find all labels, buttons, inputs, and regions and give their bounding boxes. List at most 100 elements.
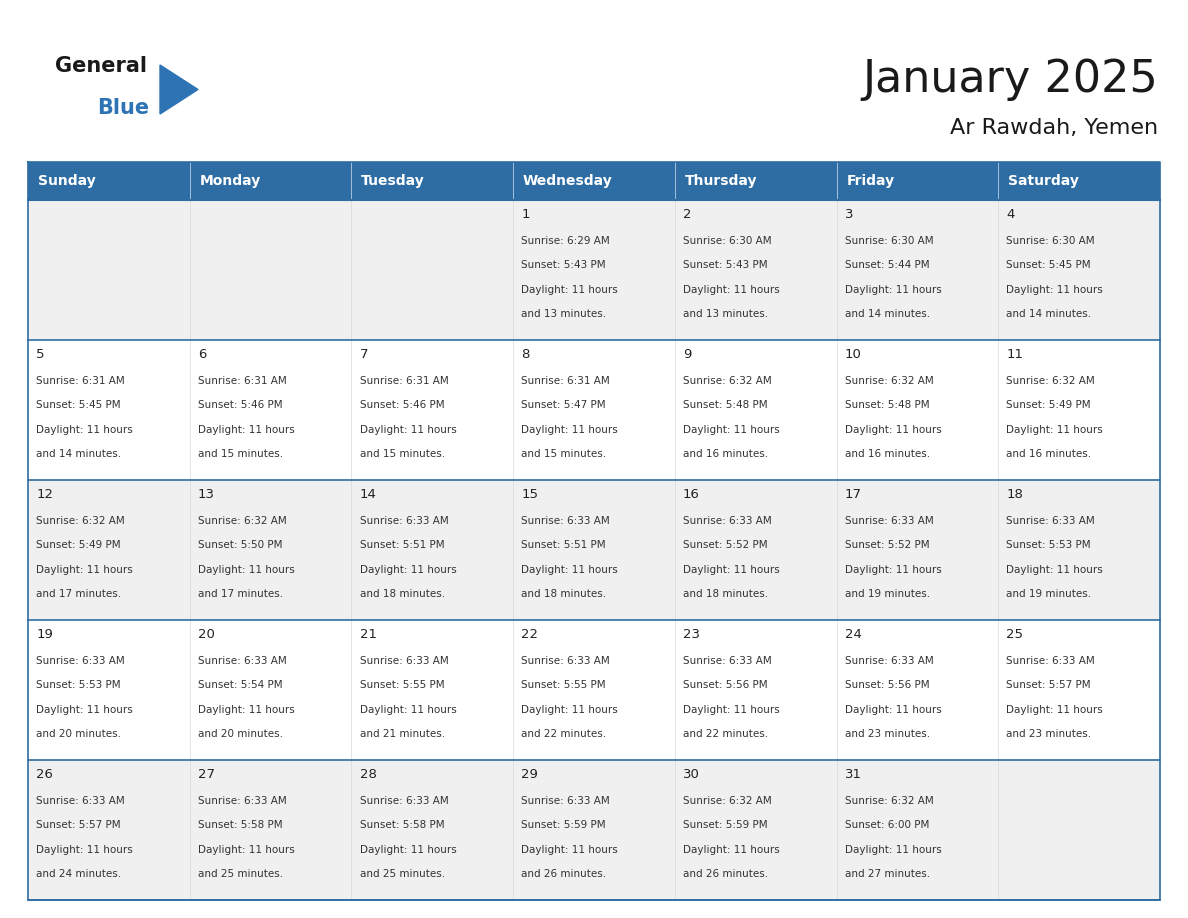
Text: Sunset: 5:55 PM: Sunset: 5:55 PM	[522, 680, 606, 690]
Text: and 15 minutes.: and 15 minutes.	[197, 449, 283, 459]
Text: and 25 minutes.: and 25 minutes.	[360, 869, 444, 879]
Text: 7: 7	[360, 349, 368, 362]
Text: Sunset: 5:43 PM: Sunset: 5:43 PM	[683, 260, 767, 270]
Text: 12: 12	[36, 488, 53, 501]
Text: and 16 minutes.: and 16 minutes.	[845, 449, 930, 459]
Text: Daylight: 11 hours: Daylight: 11 hours	[522, 845, 618, 855]
Bar	[998, 200, 1159, 340]
Text: Sunset: 5:49 PM: Sunset: 5:49 PM	[36, 540, 121, 550]
Text: Sunset: 6:00 PM: Sunset: 6:00 PM	[845, 820, 929, 830]
Bar	[29, 760, 190, 900]
Text: Sunset: 5:56 PM: Sunset: 5:56 PM	[683, 680, 767, 690]
Bar	[29, 620, 190, 760]
Text: Sunrise: 6:33 AM: Sunrise: 6:33 AM	[360, 516, 448, 526]
Bar	[675, 480, 836, 620]
Text: and 23 minutes.: and 23 minutes.	[845, 729, 930, 739]
Text: Daylight: 11 hours: Daylight: 11 hours	[36, 705, 133, 715]
Text: Sunset: 5:43 PM: Sunset: 5:43 PM	[522, 260, 606, 270]
Bar	[29, 200, 190, 340]
Text: Sunrise: 6:32 AM: Sunrise: 6:32 AM	[1006, 375, 1095, 386]
Text: 14: 14	[360, 488, 377, 501]
Bar	[675, 760, 836, 900]
Text: and 17 minutes.: and 17 minutes.	[197, 589, 283, 599]
Text: Sunset: 5:47 PM: Sunset: 5:47 PM	[522, 400, 606, 410]
Text: and 26 minutes.: and 26 minutes.	[683, 869, 769, 879]
Text: 21: 21	[360, 629, 377, 642]
Bar	[836, 162, 998, 200]
Text: Daylight: 11 hours: Daylight: 11 hours	[683, 705, 779, 715]
Text: Sunset: 5:59 PM: Sunset: 5:59 PM	[522, 820, 606, 830]
Text: Saturday: Saturday	[1007, 174, 1079, 188]
Text: Sunrise: 6:30 AM: Sunrise: 6:30 AM	[1006, 236, 1095, 246]
Text: Sunrise: 6:33 AM: Sunrise: 6:33 AM	[845, 516, 934, 526]
Bar	[513, 620, 675, 760]
Text: 4: 4	[1006, 208, 1015, 221]
Text: 9: 9	[683, 349, 691, 362]
Text: 16: 16	[683, 488, 700, 501]
Bar	[352, 620, 513, 760]
Text: 28: 28	[360, 768, 377, 781]
Bar	[513, 200, 675, 340]
Text: Sunrise: 6:32 AM: Sunrise: 6:32 AM	[845, 375, 934, 386]
Text: and 24 minutes.: and 24 minutes.	[36, 869, 121, 879]
Text: Sunrise: 6:33 AM: Sunrise: 6:33 AM	[360, 655, 448, 666]
Text: and 22 minutes.: and 22 minutes.	[683, 729, 769, 739]
Text: and 15 minutes.: and 15 minutes.	[522, 449, 606, 459]
Text: 2: 2	[683, 208, 691, 221]
Text: 22: 22	[522, 629, 538, 642]
Text: Sunrise: 6:33 AM: Sunrise: 6:33 AM	[36, 655, 125, 666]
Text: 24: 24	[845, 629, 861, 642]
Text: Daylight: 11 hours: Daylight: 11 hours	[1006, 425, 1104, 435]
Text: Sunrise: 6:33 AM: Sunrise: 6:33 AM	[845, 655, 934, 666]
Text: Sunrise: 6:31 AM: Sunrise: 6:31 AM	[197, 375, 286, 386]
Bar	[190, 760, 352, 900]
Text: Sunrise: 6:33 AM: Sunrise: 6:33 AM	[522, 796, 609, 806]
Text: Sunset: 5:51 PM: Sunset: 5:51 PM	[360, 540, 444, 550]
Text: 5: 5	[36, 349, 45, 362]
Text: 13: 13	[197, 488, 215, 501]
Bar	[513, 480, 675, 620]
Text: Sunrise: 6:33 AM: Sunrise: 6:33 AM	[1006, 655, 1095, 666]
Text: Sunset: 5:55 PM: Sunset: 5:55 PM	[360, 680, 444, 690]
Bar	[998, 480, 1159, 620]
Text: 1: 1	[522, 208, 530, 221]
Text: Sunset: 5:46 PM: Sunset: 5:46 PM	[360, 400, 444, 410]
Text: 10: 10	[845, 349, 861, 362]
Bar	[29, 162, 190, 200]
Text: Daylight: 11 hours: Daylight: 11 hours	[683, 845, 779, 855]
Text: 15: 15	[522, 488, 538, 501]
Text: 8: 8	[522, 349, 530, 362]
Bar	[352, 200, 513, 340]
Text: Sunrise: 6:32 AM: Sunrise: 6:32 AM	[36, 516, 125, 526]
Text: Sunset: 5:51 PM: Sunset: 5:51 PM	[522, 540, 606, 550]
Text: and 16 minutes.: and 16 minutes.	[1006, 449, 1092, 459]
Bar	[352, 162, 513, 200]
Bar	[998, 162, 1159, 200]
Text: and 17 minutes.: and 17 minutes.	[36, 589, 121, 599]
Bar	[513, 162, 675, 200]
Text: and 14 minutes.: and 14 minutes.	[1006, 309, 1092, 319]
Text: Sunset: 5:59 PM: Sunset: 5:59 PM	[683, 820, 767, 830]
Text: and 26 minutes.: and 26 minutes.	[522, 869, 606, 879]
Text: Tuesday: Tuesday	[361, 174, 425, 188]
Text: and 13 minutes.: and 13 minutes.	[522, 309, 606, 319]
Text: Sunset: 5:58 PM: Sunset: 5:58 PM	[360, 820, 444, 830]
Text: Sunset: 5:48 PM: Sunset: 5:48 PM	[683, 400, 767, 410]
Text: and 23 minutes.: and 23 minutes.	[1006, 729, 1092, 739]
Bar	[190, 340, 352, 480]
Text: Sunrise: 6:30 AM: Sunrise: 6:30 AM	[683, 236, 771, 246]
Text: Daylight: 11 hours: Daylight: 11 hours	[36, 425, 133, 435]
Text: and 18 minutes.: and 18 minutes.	[683, 589, 769, 599]
Text: 20: 20	[197, 629, 215, 642]
Text: and 21 minutes.: and 21 minutes.	[360, 729, 444, 739]
Bar	[190, 620, 352, 760]
Text: Daylight: 11 hours: Daylight: 11 hours	[522, 425, 618, 435]
Text: Sunset: 5:56 PM: Sunset: 5:56 PM	[845, 680, 929, 690]
Text: and 16 minutes.: and 16 minutes.	[683, 449, 769, 459]
Text: Friday: Friday	[846, 174, 895, 188]
Text: 3: 3	[845, 208, 853, 221]
Text: Daylight: 11 hours: Daylight: 11 hours	[197, 425, 295, 435]
Text: Sunrise: 6:32 AM: Sunrise: 6:32 AM	[683, 375, 772, 386]
Text: Sunset: 5:57 PM: Sunset: 5:57 PM	[36, 820, 121, 830]
Bar	[675, 200, 836, 340]
